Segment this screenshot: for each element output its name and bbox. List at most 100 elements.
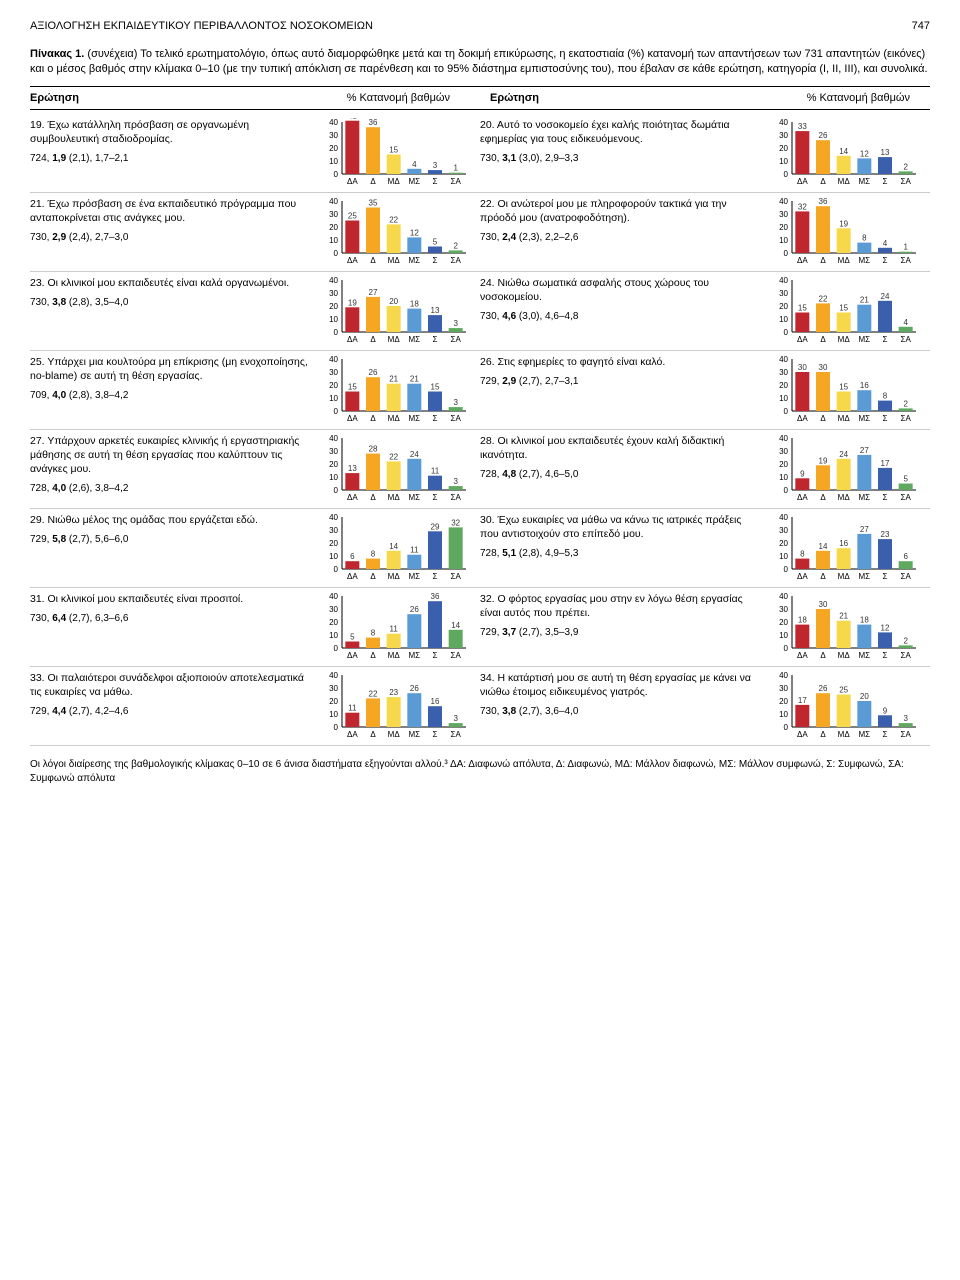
question-text-block: 21. Έχω πρόσβαση σε ένα εκπαιδευτικό πρό… <box>30 197 312 245</box>
svg-text:11: 11 <box>431 466 440 475</box>
svg-text:8: 8 <box>883 391 888 400</box>
svg-text:4: 4 <box>903 318 908 327</box>
question-cell: 29. Νιώθω μέλος της ομάδας που εργάζεται… <box>30 513 480 583</box>
svg-text:0: 0 <box>784 723 789 732</box>
svg-text:0: 0 <box>334 170 339 179</box>
svg-text:10: 10 <box>779 473 788 482</box>
svg-text:Σ: Σ <box>883 335 888 344</box>
table-caption: Πίνακας 1. (συνέχεια) Το τελικό ερωτηματ… <box>30 47 930 78</box>
svg-text:29: 29 <box>431 522 440 531</box>
svg-text:5: 5 <box>433 237 438 246</box>
svg-text:22: 22 <box>389 452 398 461</box>
svg-text:20: 20 <box>389 297 398 306</box>
svg-text:23: 23 <box>881 530 890 539</box>
svg-text:26: 26 <box>819 131 828 140</box>
question-text-block: 25. Υπάρχει μια κουλτούρα μη επίκρισης (… <box>30 355 312 403</box>
svg-text:17: 17 <box>798 696 807 705</box>
question-text: 31. Οι κλινικοί μου εκπαιδευτές είναι πρ… <box>30 592 312 606</box>
question-stat: 729, 4,4 (2,7), 4,2–4,6 <box>30 705 312 719</box>
question-text-block: 22. Οι ανώτεροί μου με πληροφορούν τακτι… <box>480 197 762 245</box>
svg-text:Σ: Σ <box>433 651 438 660</box>
svg-text:30: 30 <box>329 447 338 456</box>
svg-text:Δ: Δ <box>820 572 826 581</box>
svg-text:15: 15 <box>431 382 440 391</box>
svg-text:ΜΔ: ΜΔ <box>388 572 401 581</box>
svg-text:40: 40 <box>779 197 788 206</box>
question-text: 24. Νιώθω σωματικά ασφαλής στους χώρους … <box>480 276 762 304</box>
svg-text:21: 21 <box>389 374 398 383</box>
question-stat: 728, 4,8 (2,7), 4,6–5,0 <box>480 468 762 482</box>
colhead-q-right: Ερώτηση <box>490 92 539 104</box>
svg-text:10: 10 <box>329 631 338 640</box>
distribution-chart: 01020304032ΔΑ36Δ19ΜΔ8ΜΣ4Σ1ΣΑ <box>768 197 918 267</box>
svg-text:23: 23 <box>389 688 398 697</box>
svg-text:ΔΑ: ΔΑ <box>347 256 358 265</box>
svg-text:Σ: Σ <box>433 335 438 344</box>
svg-text:11: 11 <box>390 624 399 633</box>
svg-text:ΜΣ: ΜΣ <box>409 414 421 423</box>
svg-text:2: 2 <box>453 241 458 250</box>
svg-text:18: 18 <box>410 299 419 308</box>
question-stat: 730, 2,9 (2,4), 2,7–3,0 <box>30 231 312 245</box>
svg-text:ΜΣ: ΜΣ <box>859 730 871 739</box>
svg-text:20: 20 <box>779 618 788 627</box>
question-cell: 23. Οι κλινικοί μου εκπαιδευτές είναι κα… <box>30 276 480 346</box>
svg-text:0: 0 <box>784 249 789 258</box>
svg-text:40: 40 <box>329 513 338 522</box>
question-stat: 729, 2,9 (2,7), 2,7–3,1 <box>480 375 762 389</box>
svg-text:Δ: Δ <box>370 493 376 502</box>
question-row: 29. Νιώθω μέλος της ομάδας που εργάζεται… <box>30 509 930 588</box>
svg-text:0: 0 <box>334 328 339 337</box>
svg-text:Δ: Δ <box>820 177 826 186</box>
svg-text:ΜΣ: ΜΣ <box>859 572 871 581</box>
svg-text:ΔΑ: ΔΑ <box>347 414 358 423</box>
question-text: 29. Νιώθω μέλος της ομάδας που εργάζεται… <box>30 513 312 527</box>
svg-text:27: 27 <box>860 525 869 534</box>
svg-text:Δ: Δ <box>370 335 376 344</box>
svg-text:10: 10 <box>779 631 788 640</box>
svg-text:10: 10 <box>779 236 788 245</box>
svg-text:30: 30 <box>329 289 338 298</box>
svg-text:15: 15 <box>389 145 398 154</box>
svg-text:Σ: Σ <box>433 493 438 502</box>
svg-text:30: 30 <box>798 363 807 372</box>
svg-text:ΜΣ: ΜΣ <box>409 256 421 265</box>
question-text-block: 33. Οι παλαιότεροι συνάδελφοι αξιοποιούν… <box>30 671 312 719</box>
footnote: Οι λόγοι διαίρεσης της βαθμολογικής κλίμ… <box>30 758 930 786</box>
table-caption-text: (συνέχεια) Το τελικό ερωτηματολόγιο, όπω… <box>30 48 928 75</box>
svg-text:ΜΣ: ΜΣ <box>409 572 421 581</box>
svg-text:30: 30 <box>779 368 788 377</box>
distribution-chart: 01020304015ΔΑ26Δ21ΜΔ21ΜΣ15Σ3ΣΑ <box>318 355 468 425</box>
distribution-chart: 01020304017ΔΑ26Δ25ΜΔ20ΜΣ9Σ3ΣΑ <box>768 671 918 741</box>
svg-text:ΜΔ: ΜΔ <box>388 730 401 739</box>
svg-text:30: 30 <box>329 526 338 535</box>
svg-text:13: 13 <box>881 148 890 157</box>
svg-text:22: 22 <box>389 215 398 224</box>
svg-text:2: 2 <box>903 399 908 408</box>
svg-text:14: 14 <box>451 621 460 630</box>
question-row: 27. Υπάρχουν αρκετές ευκαιρίες κλινικής … <box>30 430 930 509</box>
question-cell: 30. Έχω ευκαιρίες να μάθω να κάνω τις ια… <box>480 513 930 583</box>
svg-text:ΔΑ: ΔΑ <box>797 572 808 581</box>
svg-text:Σ: Σ <box>883 730 888 739</box>
question-text-block: 30. Έχω ευκαιρίες να μάθω να κάνω τις ια… <box>480 513 762 561</box>
svg-text:ΔΑ: ΔΑ <box>347 493 358 502</box>
svg-text:ΜΔ: ΜΔ <box>388 256 401 265</box>
question-text: 30. Έχω ευκαιρίες να μάθω να κάνω τις ια… <box>480 513 762 541</box>
svg-text:Σ: Σ <box>883 177 888 186</box>
svg-text:Σ: Σ <box>433 730 438 739</box>
svg-text:40: 40 <box>779 513 788 522</box>
question-stat: 730, 4,6 (3,0), 4,6–4,8 <box>480 310 762 324</box>
svg-text:Δ: Δ <box>370 414 376 423</box>
svg-text:Δ: Δ <box>820 414 826 423</box>
svg-text:ΜΔ: ΜΔ <box>388 414 401 423</box>
svg-text:3: 3 <box>453 477 458 486</box>
svg-text:0: 0 <box>334 486 339 495</box>
svg-text:Δ: Δ <box>370 730 376 739</box>
question-stat: 730, 3,1 (3,0), 2,9–3,3 <box>480 152 762 166</box>
svg-text:30: 30 <box>819 363 828 372</box>
svg-text:5: 5 <box>903 474 908 483</box>
question-stat: 724, 1,9 (2,1), 1,7–2,1 <box>30 152 312 166</box>
svg-text:0: 0 <box>334 249 339 258</box>
svg-text:16: 16 <box>431 697 440 706</box>
